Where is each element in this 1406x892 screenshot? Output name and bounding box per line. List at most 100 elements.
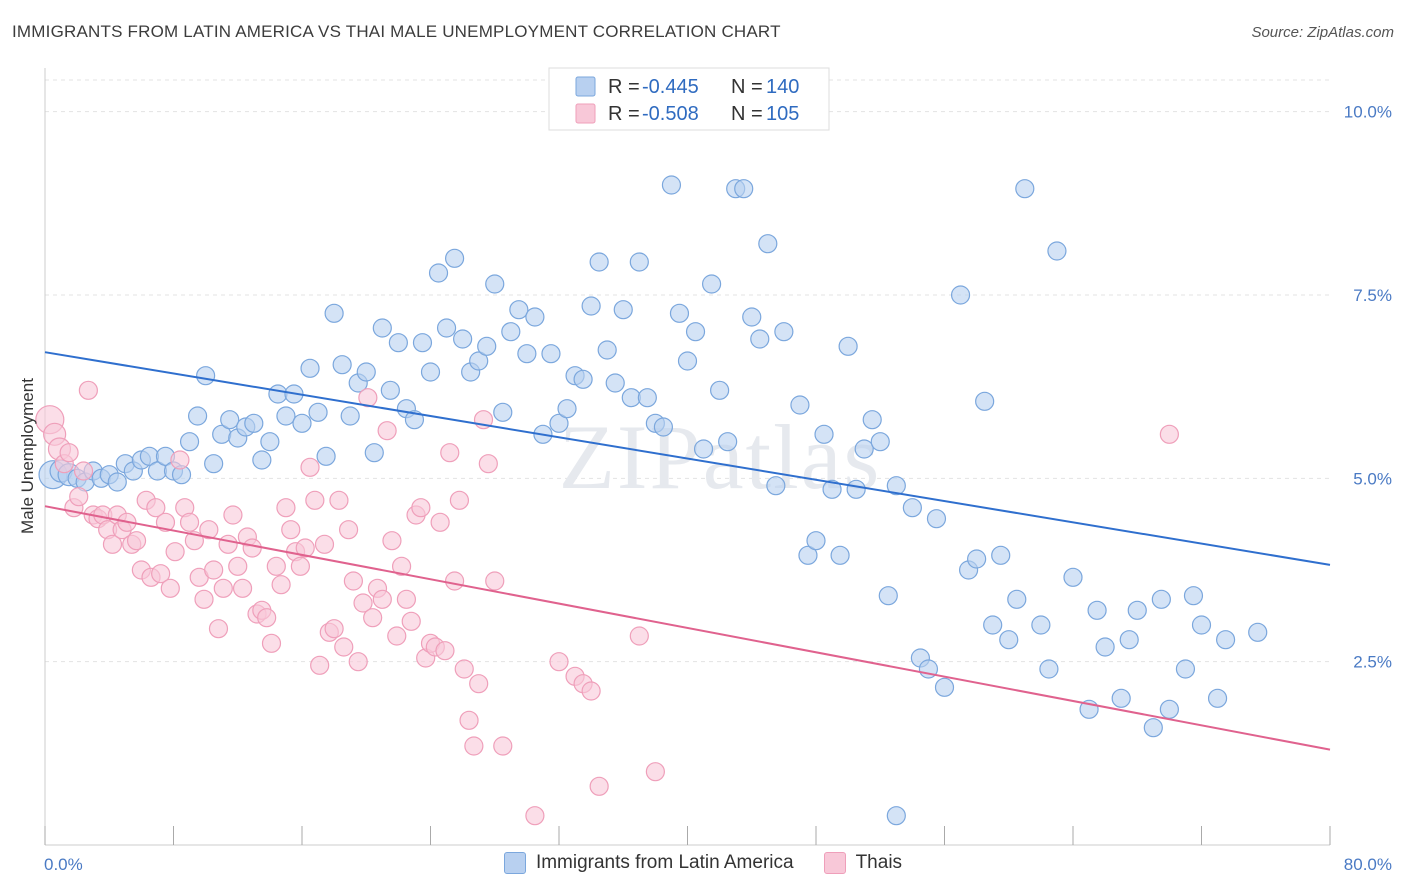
point-thais — [411, 498, 431, 518]
point-latin-america — [469, 351, 489, 371]
point-latin-america — [710, 380, 730, 400]
point-thais — [464, 736, 484, 756]
legend-n-value-1: 140 — [766, 76, 799, 98]
point-thais — [338, 520, 359, 540]
point-thais — [485, 571, 505, 591]
point-latin-america — [862, 410, 882, 430]
point-latin-america — [364, 443, 384, 463]
point-thais — [459, 710, 479, 730]
point-latin-america — [991, 545, 1011, 565]
point-thais — [1159, 424, 1179, 444]
legend-item-thais[interactable]: Thais — [823, 852, 902, 874]
point-latin-america — [1015, 179, 1035, 199]
point-latin-america — [340, 406, 360, 426]
point-thais — [126, 531, 147, 551]
point-latin-america — [204, 454, 224, 474]
point-latin-america — [1215, 630, 1236, 650]
legend-item-latin-america[interactable]: Immigrants from Latin America — [503, 852, 794, 874]
point-thais — [213, 578, 233, 598]
point-latin-america — [485, 274, 505, 294]
point-latin-america — [1191, 615, 1212, 635]
point-latin-america — [621, 388, 641, 408]
point-latin-america — [934, 677, 955, 697]
point-latin-america — [187, 406, 208, 426]
point-latin-america — [525, 307, 545, 327]
point-thais — [73, 461, 94, 481]
point-thais — [155, 512, 176, 532]
point-thais — [387, 626, 407, 646]
point-latin-america — [750, 329, 770, 349]
point-latin-america — [613, 300, 633, 320]
point-latin-america — [1031, 615, 1051, 635]
point-latin-america — [605, 373, 625, 393]
point-latin-america — [444, 248, 465, 268]
point-thais — [353, 593, 373, 613]
point-latin-america — [814, 424, 834, 444]
point-latin-america — [975, 391, 995, 411]
point-thais — [223, 505, 243, 525]
point-latin-america — [300, 358, 320, 378]
point-thais — [348, 652, 368, 672]
point-latin-america — [581, 296, 601, 316]
point-thais — [165, 542, 185, 562]
point-thais — [78, 380, 98, 400]
point-thais — [645, 762, 665, 782]
point-latin-america — [806, 531, 826, 551]
point-thais — [372, 589, 392, 609]
point-latin-america — [1095, 637, 1115, 657]
trend-line-latin-america — [44, 351, 1331, 566]
point-latin-america — [766, 476, 786, 496]
point-latin-america — [292, 413, 312, 433]
source-label: Source: ZipAtlas.com — [1251, 24, 1394, 41]
point-thais — [581, 681, 601, 701]
legend-r-value-1: -0.445 — [642, 76, 699, 98]
point-latin-america — [179, 432, 200, 452]
point-latin-america — [404, 410, 425, 430]
point-thais — [377, 421, 397, 441]
point-thais — [170, 450, 190, 470]
point-thais — [401, 611, 421, 631]
point-latin-america — [268, 384, 288, 404]
legend-swatch-icon — [503, 852, 526, 874]
point-latin-america — [669, 303, 690, 323]
point-latin-america — [1248, 622, 1268, 642]
point-thais — [629, 626, 649, 646]
point-latin-america — [412, 333, 433, 353]
point-latin-america — [653, 417, 674, 437]
point-thais — [310, 655, 330, 675]
legend-swatch-icon — [823, 852, 846, 874]
point-thais — [204, 560, 224, 580]
point-thais — [449, 490, 470, 510]
point-thais — [549, 652, 569, 672]
point-latin-america — [758, 234, 778, 254]
correlation-legend: R = -0.445 N = 140 R = -0.508 N = 105 — [548, 67, 830, 131]
chart-title: IMMIGRANTS FROM LATIN AMERICA VS THAI MA… — [12, 22, 781, 41]
point-thais — [295, 538, 315, 558]
legend-r-label-1: R = — [608, 76, 640, 98]
point-thais — [266, 556, 286, 576]
point-thais — [305, 490, 325, 510]
point-latin-america — [308, 402, 328, 422]
point-latin-america — [501, 322, 521, 342]
point-latin-america — [252, 450, 272, 470]
point-latin-america — [1127, 600, 1147, 620]
point-latin-america — [1151, 589, 1171, 609]
legend-r-label-2: R = — [608, 103, 640, 125]
point-latin-america — [886, 806, 906, 826]
point-thais — [300, 457, 320, 477]
point-thais — [363, 608, 383, 628]
point-latin-america — [685, 322, 706, 342]
point-thais — [329, 490, 349, 510]
point-latin-america — [822, 479, 842, 499]
point-latin-america — [1039, 659, 1059, 679]
point-latin-america — [693, 439, 714, 459]
point-thais — [343, 571, 363, 591]
point-latin-america — [557, 399, 577, 419]
point-thais — [151, 564, 171, 584]
point-thais — [179, 512, 200, 532]
y-tick-label: 10.0% — [1344, 103, 1392, 122]
point-latin-america — [517, 344, 537, 364]
point-thais — [228, 556, 248, 576]
point-thais — [242, 538, 262, 558]
point-latin-america — [870, 432, 890, 452]
